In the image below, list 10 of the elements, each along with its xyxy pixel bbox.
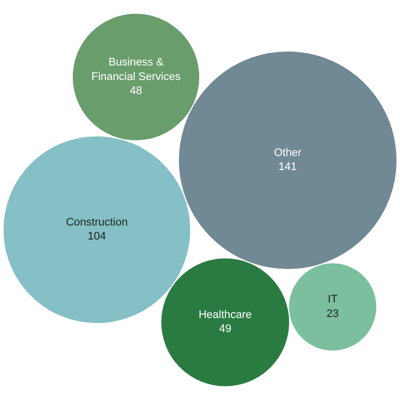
category-label: IT (328, 294, 338, 306)
data-label: 141 (278, 161, 297, 174)
category-label: Other (274, 146, 302, 159)
data-label: 23 (326, 308, 339, 320)
data-label: 48 (130, 85, 142, 98)
category-label: Healthcare (198, 308, 252, 321)
data-label: 104 (88, 230, 106, 243)
category-label: Business & Financial Services (91, 56, 182, 83)
data-label: 49 (219, 323, 232, 336)
category-label: Construction (66, 216, 128, 228)
